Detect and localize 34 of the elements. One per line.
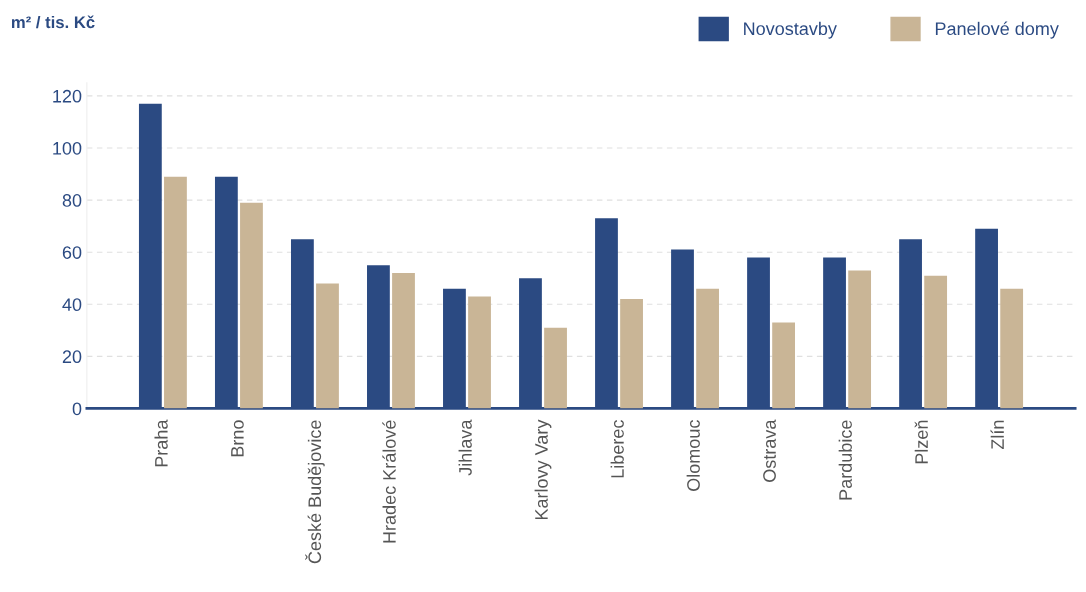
bar: [1000, 288, 1024, 409]
bar: [772, 322, 796, 409]
x-tick-label: Hradec Králové: [382, 420, 396, 543]
x-tick-label: Plzeň: [914, 420, 928, 464]
bar: [924, 275, 948, 409]
bar: [620, 299, 643, 409]
bar: [392, 273, 415, 409]
x-tick-label: Zlín: [990, 420, 1004, 450]
bar: [164, 176, 187, 409]
y-axis-title: m² / tis. Kč: [11, 15, 95, 29]
x-tick-label: Karlovy Vary: [534, 419, 552, 520]
x-tick-label: Pardubice: [838, 420, 852, 500]
bar: [316, 283, 339, 409]
bar: [848, 270, 872, 409]
x-tick-label: Jihlava: [458, 419, 472, 476]
legend-label: Panelové domy: [935, 21, 1059, 39]
bar: [544, 327, 567, 409]
bar: [696, 288, 719, 409]
y-tick-label: 40: [62, 298, 82, 312]
x-tick-label: Liberec: [610, 420, 624, 478]
y-tick-label: 20: [62, 350, 82, 364]
x-tick-label: Olomouc: [686, 420, 700, 491]
x-tick-label: Brno: [231, 420, 244, 457]
y-tick-label: 100: [53, 141, 82, 155]
y-tick-label: 60: [62, 246, 82, 259]
x-tick-label: Praha: [154, 419, 168, 467]
y-tick-label: 120: [53, 89, 82, 103]
y-tick-label: 0: [72, 402, 82, 416]
x-tick-label: Ostrava: [763, 419, 776, 482]
x-tick-label: České Budějovice: [305, 420, 325, 564]
legend-label: Novostavby: [744, 21, 837, 39]
bar: [468, 296, 491, 409]
y-tick-label: 80: [62, 194, 82, 207]
bar: [240, 202, 263, 409]
